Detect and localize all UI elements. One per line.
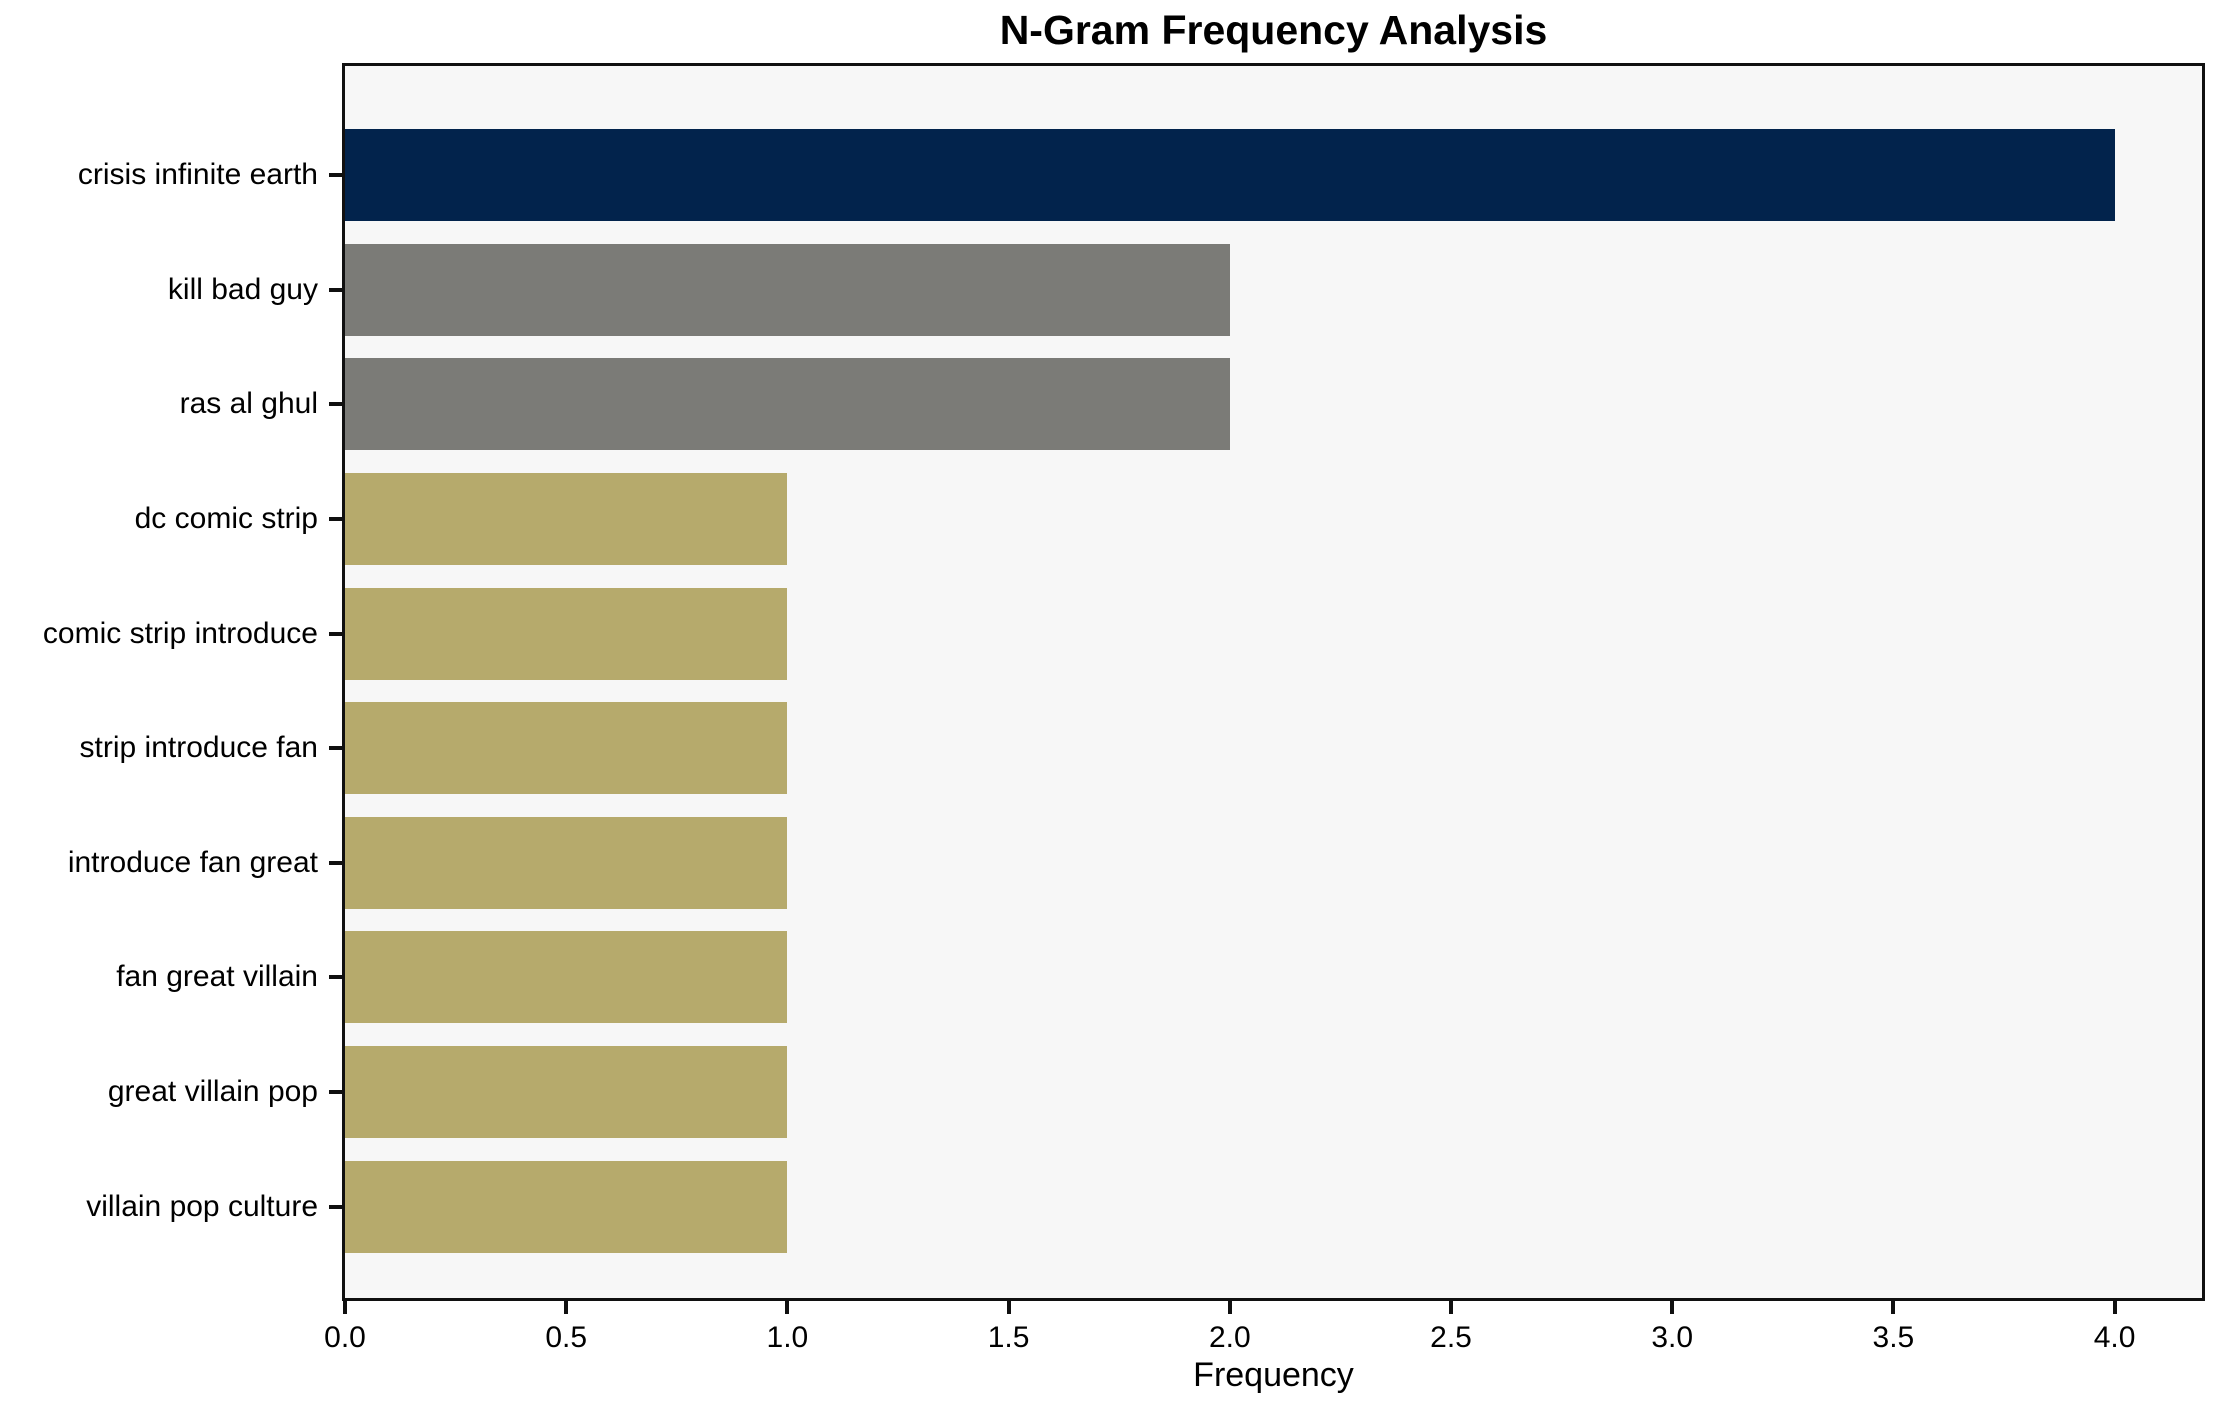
x-tick-label: 3.0 xyxy=(1651,1321,1694,1354)
x-tick-label: 2.0 xyxy=(1208,1321,1251,1354)
y-tick xyxy=(329,287,345,292)
y-tick-label: introduce fan great xyxy=(67,845,318,879)
bar xyxy=(345,358,1230,451)
x-tick-label: 1.5 xyxy=(987,1321,1030,1354)
y-tick-label: crisis infinite earth xyxy=(77,158,318,191)
y-tick-label: kill bad guy xyxy=(167,272,318,306)
x-tick-label: 2.5 xyxy=(1430,1321,1472,1354)
chart-title: N-Gram Frequency Analysis xyxy=(999,7,1548,53)
x-tick xyxy=(1891,1298,1896,1314)
y-tick-label: strip introduce fan xyxy=(79,731,318,765)
x-tick xyxy=(343,1298,347,1314)
x-tick xyxy=(785,1298,790,1314)
plot-area xyxy=(342,63,2205,1301)
x-tick xyxy=(564,1298,569,1314)
y-tick xyxy=(329,975,345,980)
y-tick-label: dc comic strip xyxy=(134,501,318,535)
bar xyxy=(345,587,788,680)
x-tick xyxy=(1449,1298,1453,1314)
y-tick-label: great villain pop xyxy=(107,1075,318,1109)
bar xyxy=(345,931,788,1024)
y-tick xyxy=(329,1204,345,1209)
x-axis-label: Frequency xyxy=(1193,1356,1354,1394)
bar xyxy=(345,702,788,795)
y-tick xyxy=(329,860,345,865)
bar xyxy=(345,816,788,909)
y-tick-label: ras al ghul xyxy=(179,387,318,421)
y-tick xyxy=(329,402,345,407)
bar xyxy=(345,129,2115,221)
bar xyxy=(345,472,788,565)
x-tick-label: 4.0 xyxy=(2093,1321,2136,1354)
y-tick-label: fan great villain xyxy=(116,960,318,994)
y-tick xyxy=(329,746,345,751)
y-tick xyxy=(329,631,345,636)
y-tick xyxy=(329,173,345,177)
bar xyxy=(345,243,1230,336)
bar xyxy=(345,1160,788,1253)
x-tick xyxy=(2112,1298,2117,1314)
x-tick-label: 0.5 xyxy=(545,1321,588,1354)
bar xyxy=(345,1046,788,1139)
y-tick-label: comic strip introduce xyxy=(42,616,318,650)
y-tick xyxy=(329,516,345,521)
y-tick-label: villain pop culture xyxy=(86,1189,318,1223)
x-tick xyxy=(1006,1298,1011,1314)
y-tick xyxy=(329,1090,345,1095)
x-tick-label: 1.0 xyxy=(766,1321,809,1354)
x-tick-label: 0.0 xyxy=(324,1321,366,1354)
x-tick xyxy=(1670,1298,1675,1314)
x-tick xyxy=(1227,1298,1232,1314)
x-tick-label: 3.5 xyxy=(1872,1321,1915,1354)
